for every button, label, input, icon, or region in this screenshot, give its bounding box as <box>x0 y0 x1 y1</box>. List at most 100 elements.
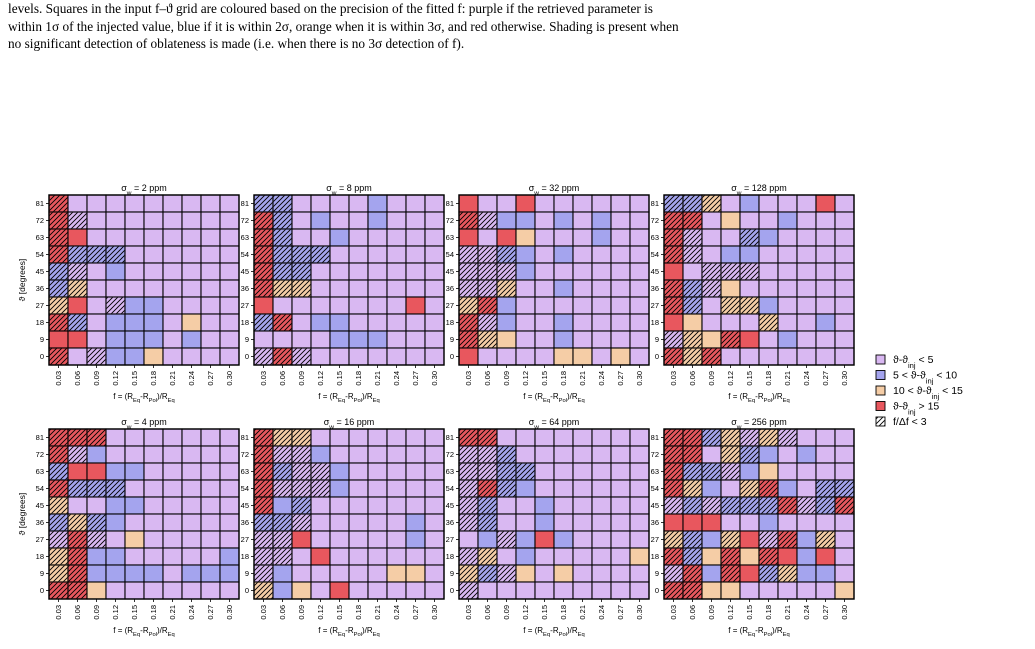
hatch-overlay <box>478 246 497 263</box>
hatch-overlay <box>49 514 68 531</box>
hatch-overlay <box>254 531 273 548</box>
x-tick-label: 0.03 <box>464 371 473 386</box>
heatmap-cell <box>310 428 331 447</box>
heatmap-cell <box>458 194 479 213</box>
hatch-overlay <box>254 429 273 446</box>
heatmap-cell <box>834 262 855 281</box>
y-tick-label: 45 <box>36 267 44 276</box>
heatmap-cell <box>796 313 817 332</box>
heatmap-cell <box>162 479 183 498</box>
hatch-overlay <box>664 348 683 365</box>
heatmap-cell <box>663 513 684 532</box>
heatmap-cell <box>367 547 388 566</box>
heatmap-cell <box>815 513 836 532</box>
heatmap-cell <box>162 428 183 447</box>
x-tick-label: 0.30 <box>225 371 234 386</box>
heatmap-cell <box>701 581 722 600</box>
heatmap-cell <box>796 194 817 213</box>
hatch-overlay <box>778 531 797 548</box>
heatmap-cell <box>124 428 145 447</box>
hatch-overlay <box>311 480 330 497</box>
hatch-overlay <box>478 263 497 280</box>
heatmap-cell <box>777 547 798 566</box>
heatmap-cell <box>200 245 221 264</box>
heatmap-cell <box>496 513 517 532</box>
heatmap-cell <box>143 262 164 281</box>
hatch-overlay <box>292 446 311 463</box>
heatmap-cell <box>143 462 164 481</box>
heatmap-cell <box>496 496 517 515</box>
heatmap-panel: σw = 256 ppm 81 72 63 54 45 36 27 18 9 0 0.03 0.06 0.… <box>651 417 855 638</box>
heatmap-cell <box>834 513 855 532</box>
heatmap-cell <box>553 564 574 583</box>
heatmap-cell <box>758 330 779 349</box>
x-tick-label: 0.21 <box>578 371 587 386</box>
y-tick-label: 45 <box>651 501 659 510</box>
heatmap-cell <box>310 347 331 366</box>
heatmap-cell <box>591 462 612 481</box>
heatmap-cell <box>777 279 798 298</box>
hatch-overlay <box>683 565 702 582</box>
heatmap-cell <box>291 530 312 549</box>
heatmap-cell <box>405 245 426 264</box>
heatmap-cell <box>701 530 722 549</box>
panel-title: σw = 4 ppm <box>121 417 167 431</box>
hatch-overlay <box>49 263 68 280</box>
heatmap-cell <box>610 530 631 549</box>
y-tick-label: 45 <box>446 501 454 510</box>
hatch-overlay <box>721 531 740 548</box>
heatmap-cell <box>86 330 107 349</box>
hatch-overlay <box>68 446 87 463</box>
heatmap-cell <box>629 462 650 481</box>
hatch-overlay <box>683 212 702 229</box>
heatmap-cell <box>219 564 240 583</box>
heatmap-cell <box>367 347 388 366</box>
heatmap-cell <box>629 313 650 332</box>
heatmap-cell <box>572 445 593 464</box>
y-tick-label: 63 <box>446 467 454 476</box>
hatch-overlay <box>459 582 478 599</box>
hatch-overlay <box>759 548 778 565</box>
hatch-overlay <box>254 582 273 599</box>
hatch-overlay <box>497 263 516 280</box>
hatch-overlay <box>664 331 683 348</box>
x-tick-label: 0.15 <box>335 371 344 386</box>
heatmap-cell <box>572 428 593 447</box>
hatch-overlay <box>759 497 778 514</box>
hatch-overlay <box>49 348 68 365</box>
heatmap-cell <box>720 228 741 247</box>
heatmap-cell <box>348 245 369 264</box>
heatmap-cell <box>143 530 164 549</box>
hatch-overlay <box>459 565 478 582</box>
heatmap-cell <box>162 347 183 366</box>
heatmap-cell <box>86 547 107 566</box>
y-tick-label: 0 <box>40 352 44 361</box>
heatmap-cell <box>124 564 145 583</box>
hatch-overlay <box>292 246 311 263</box>
heatmap-cell <box>124 462 145 481</box>
x-tick-label: 0.03 <box>464 605 473 620</box>
heatmap-cell <box>329 513 350 532</box>
panel-frame <box>48 428 240 600</box>
heatmap-cell <box>143 445 164 464</box>
heatmap-cell <box>796 262 817 281</box>
heatmap-cell <box>424 428 445 447</box>
heatmap-cell <box>291 581 312 600</box>
x-axis-label: f = (REq-RPol)/REq <box>318 626 380 638</box>
y-tick-label: 18 <box>241 318 249 327</box>
x-tick-label: 0.06 <box>73 605 82 620</box>
heatmap-cell <box>200 462 221 481</box>
y-tick-label: 72 <box>36 216 44 225</box>
heatmap-cell <box>86 279 107 298</box>
x-tick-label: 0.06 <box>73 371 82 386</box>
heatmap-cell <box>534 330 555 349</box>
y-tick-label: 36 <box>36 518 44 527</box>
heatmap-panel: σw = 32 ppm 81 72 63 54 45 36 27 18 9 0 0.03 0.06 0.0… <box>446 183 650 404</box>
hatch-overlay <box>254 463 273 480</box>
y-tick-label: 54 <box>446 250 454 259</box>
heatmap-cell <box>424 211 445 230</box>
heatmap-cell <box>534 581 555 600</box>
hatch-overlay <box>292 348 311 365</box>
heatmap-cell <box>386 530 407 549</box>
hatch-overlay <box>254 246 273 263</box>
